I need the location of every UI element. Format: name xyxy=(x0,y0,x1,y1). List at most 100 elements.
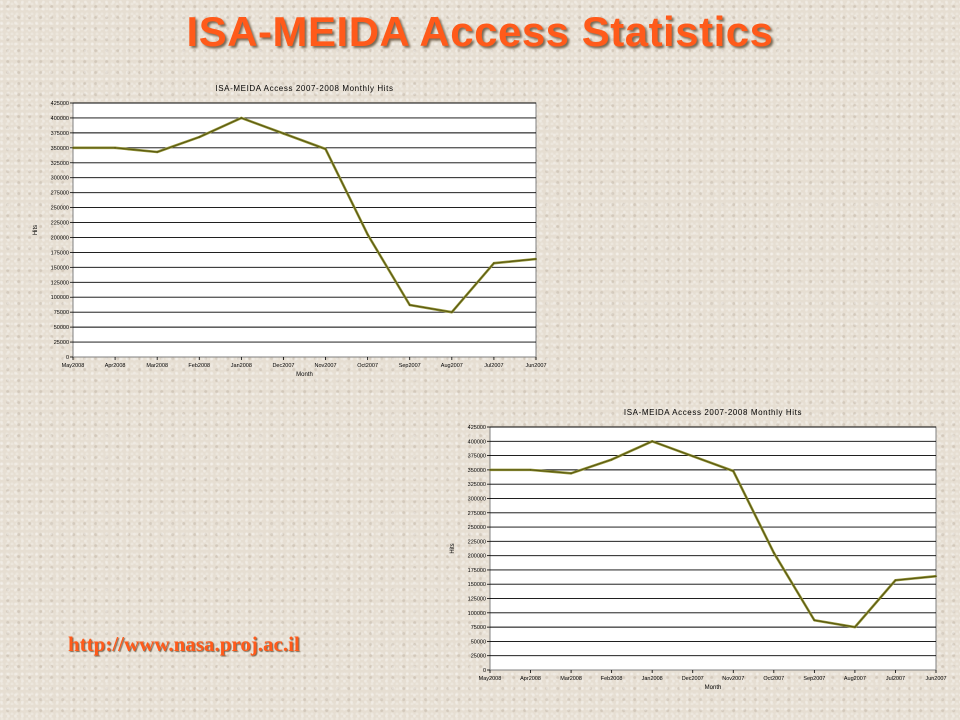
chart-top-xtick-label: Nov2007 xyxy=(315,363,337,369)
chart-bottom-ytick-label: 75000 xyxy=(471,625,486,631)
chart-top-plot-area xyxy=(72,102,537,358)
chart-top-ytick-label: 125000 xyxy=(51,280,69,286)
chart-bottom-data-point xyxy=(854,626,856,629)
chart-top-ytick-label: 375000 xyxy=(51,131,69,137)
chart-top-ytick-label: 100000 xyxy=(51,295,69,301)
chart-bottom-data-point xyxy=(894,579,897,582)
chart-top-xtick-label: Aug2007 xyxy=(441,363,463,369)
chart-top-ytick-label: 300000 xyxy=(51,176,69,182)
chart-bottom-data-point xyxy=(935,575,937,578)
chart-bottom-ytick-label: 375000 xyxy=(468,454,486,460)
chart-bottom-ytick-label: 25000 xyxy=(471,654,486,660)
chart-bottom-xtick-label: May2008 xyxy=(479,676,502,682)
chart-top-xtick-label: Jan2008 xyxy=(231,363,252,369)
chart-bottom-xlabel: Month xyxy=(705,685,722,691)
chart-top-data-point xyxy=(450,311,453,314)
chart-bottom-xtick-label: Oct2007 xyxy=(763,676,784,682)
chart-top-xlabel: Month xyxy=(296,372,313,378)
chart-bottom-ytick-label: 300000 xyxy=(468,496,486,502)
chart-bottom-xtick-label: Mar2008 xyxy=(560,676,582,682)
chart-bottom-xtick-label: Jun2007 xyxy=(925,676,946,682)
chart-bottom: ISA-MEIDA Access 2007-2008 Monthly Hits 0… xyxy=(440,405,950,700)
chart-bottom-ytick-label: 175000 xyxy=(468,568,486,574)
chart-top-ytick-label: 150000 xyxy=(51,265,69,271)
chart-bottom-xtick-label: Jan2008 xyxy=(642,676,663,682)
chart-bottom-xtick-label: Feb2008 xyxy=(601,676,623,682)
chart-bottom-ytick-label: 200000 xyxy=(468,554,486,560)
chart-top-xtick-label: Jul2007 xyxy=(484,363,503,369)
chart-top-ytick-label: 225000 xyxy=(51,221,69,227)
chart-top-xtick-label: Dec2007 xyxy=(272,363,294,369)
chart-top-ytick-label: 275000 xyxy=(51,191,69,197)
chart-top-data-point xyxy=(198,136,201,138)
chart-top-series-line xyxy=(73,117,537,313)
chart-bottom-data-point xyxy=(691,455,694,458)
chart-top-title: ISA-MEIDA Access 2007-2008 Monthly Hits xyxy=(215,84,393,93)
chart-top-data-point xyxy=(324,148,327,150)
chart-top-ytick-label: 25000 xyxy=(54,340,69,346)
chart-bottom-xtick-label: Jul2007 xyxy=(886,676,905,682)
chart-top-ylabel: Hits xyxy=(33,225,39,235)
chart-top-xtick-label: Feb2008 xyxy=(188,363,210,369)
chart-top-ytick-label: 350000 xyxy=(51,146,69,152)
chart-top-xtick-label: Mar2008 xyxy=(146,363,168,369)
chart-bottom-title: ISA-MEIDA Access 2007-2008 Monthly Hits xyxy=(624,408,802,417)
chart-bottom-xtick-label: Nov2007 xyxy=(722,676,744,682)
chart-bottom-ytick-label: 400000 xyxy=(468,439,486,445)
chart-top-data-point xyxy=(408,304,411,306)
chart-bottom-ytick-label: 0 xyxy=(483,668,486,674)
chart-top-ytick-label: 50000 xyxy=(54,325,69,331)
chart-top-xtick-label: Oct2007 xyxy=(357,363,378,369)
chart-bottom-data-point xyxy=(570,472,572,475)
chart-top-ytick-label: 75000 xyxy=(54,310,69,316)
chart-bottom-ytick-label: 275000 xyxy=(468,511,486,517)
chart-bottom-data-point xyxy=(529,468,532,471)
chart-bottom-ytick-label: 125000 xyxy=(468,597,486,603)
chart-bottom-series-line xyxy=(490,440,937,628)
chart-top-xtick-label: Apr2008 xyxy=(105,363,126,369)
chart-top-data-point xyxy=(366,233,369,236)
chart-top-ytick-label: 200000 xyxy=(51,235,69,241)
chart-top-data-point xyxy=(535,258,537,260)
chart-bottom-data-point xyxy=(489,468,491,471)
slide-title: ISA-MEIDA Access Statistics xyxy=(186,8,774,55)
chart-top-data-point xyxy=(493,262,495,265)
chart-top-ytick-label: 250000 xyxy=(51,206,69,212)
chart-top-xtick-label: May2008 xyxy=(62,363,85,369)
chart-top-ytick-label: 325000 xyxy=(51,161,69,167)
chart-top-data-point xyxy=(282,132,285,135)
chart-bottom-xtick-label: Sep2007 xyxy=(803,676,825,682)
chart-bottom-ytick-label: 325000 xyxy=(468,482,486,488)
chart-bottom-data-point xyxy=(651,440,654,443)
chart-top-ytick-label: 400000 xyxy=(51,116,69,122)
chart-top-ytick-label: 0 xyxy=(66,355,69,361)
chart-bottom-xtick-label: Aug2007 xyxy=(844,676,866,682)
chart-bottom-ytick-label: 225000 xyxy=(468,539,486,545)
chart-bottom-svg: ISA-MEIDA Access 2007-2008 Monthly Hits 0… xyxy=(450,408,947,691)
chart-top-xtick-label: Jun2007 xyxy=(525,363,546,369)
chart-bottom-ytick-label: 150000 xyxy=(468,582,486,588)
chart-top-ytick-label: 425000 xyxy=(51,101,69,107)
chart-bottom-data-point xyxy=(610,458,613,461)
chart-bottom-xtick-label: Apr2008 xyxy=(520,676,541,682)
chart-bottom-ytick-label: 350000 xyxy=(468,468,486,474)
website-url-link[interactable]: http://www.nasa.proj.ac.il xyxy=(68,632,300,656)
chart-bottom-data-point xyxy=(813,619,816,622)
chart-top-svg: ISA-MEIDA Access 2007-2008 Monthly Hits 0… xyxy=(33,84,547,378)
chart-bottom-ytick-label: 50000 xyxy=(471,639,486,645)
chart-bottom-ytick-label: 250000 xyxy=(468,525,486,531)
chart-top-data-point xyxy=(156,151,159,153)
chart-top-data-point xyxy=(114,146,116,149)
chart-top-data-point xyxy=(72,146,74,149)
chart-bottom-plot-area xyxy=(489,426,937,671)
chart-top: ISA-MEIDA Access 2007-2008 Monthly Hits 0… xyxy=(18,76,558,386)
chart-bottom-xtick-label: Dec2007 xyxy=(682,676,704,682)
chart-bottom-ytick-label: 425000 xyxy=(468,425,486,431)
chart-bottom-ylabel: Hits xyxy=(450,543,456,553)
chart-top-xtick-label: Sep2007 xyxy=(399,363,421,369)
chart-bottom-data-point xyxy=(772,551,775,554)
chart-bottom-ytick-label: 100000 xyxy=(468,611,486,617)
chart-top-ytick-label: 175000 xyxy=(51,250,69,256)
chart-top-data-point xyxy=(240,117,243,119)
chart-bottom-data-point xyxy=(732,470,735,472)
